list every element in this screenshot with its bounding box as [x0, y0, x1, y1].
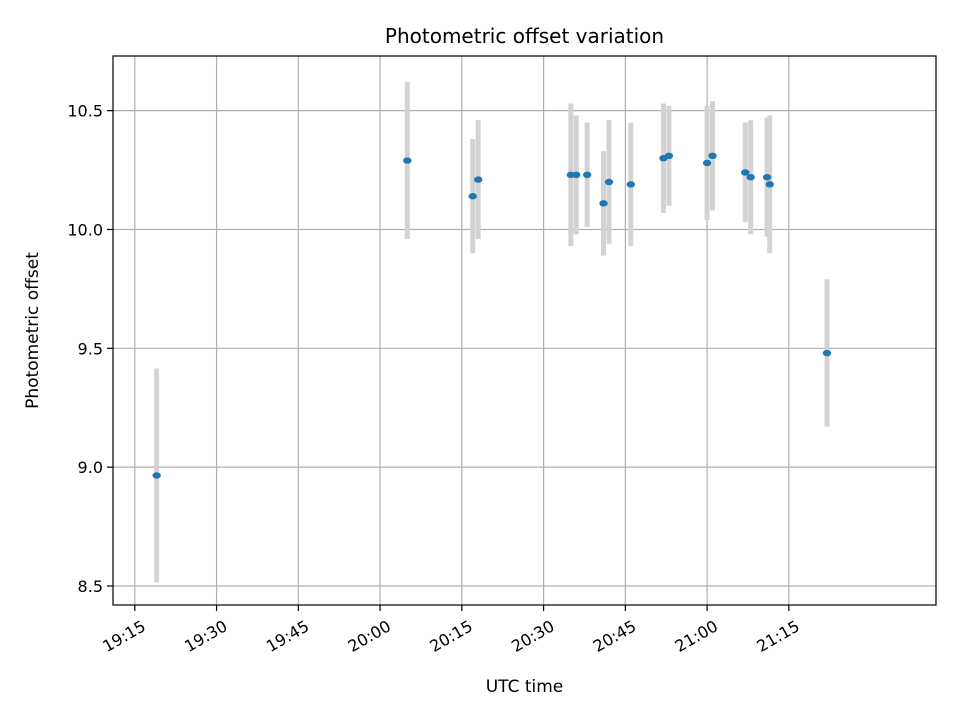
- y-axis-label: Photometric offset: [23, 252, 43, 409]
- y-axis-ticks: 8.5 9.0 9.5 10.0 10.5: [67, 102, 113, 596]
- x-axis-label: UTC time: [486, 677, 564, 697]
- data-point: [473, 176, 483, 183]
- data-point: [765, 181, 774, 188]
- data-point: [403, 157, 412, 164]
- data-point: [664, 152, 674, 160]
- data-point: [582, 171, 592, 179]
- data-point: [604, 178, 614, 186]
- y-tick-label: 8.5: [78, 577, 103, 596]
- data-point: [468, 193, 477, 200]
- y-tick-label: 9.5: [78, 339, 103, 358]
- data-point: [708, 152, 717, 160]
- y-tick-label: 10.5: [67, 102, 103, 121]
- data-point: [746, 174, 755, 181]
- y-tick-label: 9.0: [78, 458, 103, 477]
- data-points: [152, 152, 832, 479]
- data-point: [702, 159, 712, 167]
- data-point: [741, 169, 750, 176]
- chart-title: Photometric offset variation: [385, 24, 664, 48]
- data-point: [599, 200, 608, 207]
- data-point: [572, 171, 581, 179]
- data-point: [626, 181, 635, 188]
- data-point: [762, 174, 772, 181]
- data-point: [822, 349, 832, 357]
- plot-frame: [112, 55, 937, 606]
- data-point: [152, 472, 161, 479]
- y-tick-label: 10.0: [67, 220, 103, 239]
- grid: [113, 56, 936, 605]
